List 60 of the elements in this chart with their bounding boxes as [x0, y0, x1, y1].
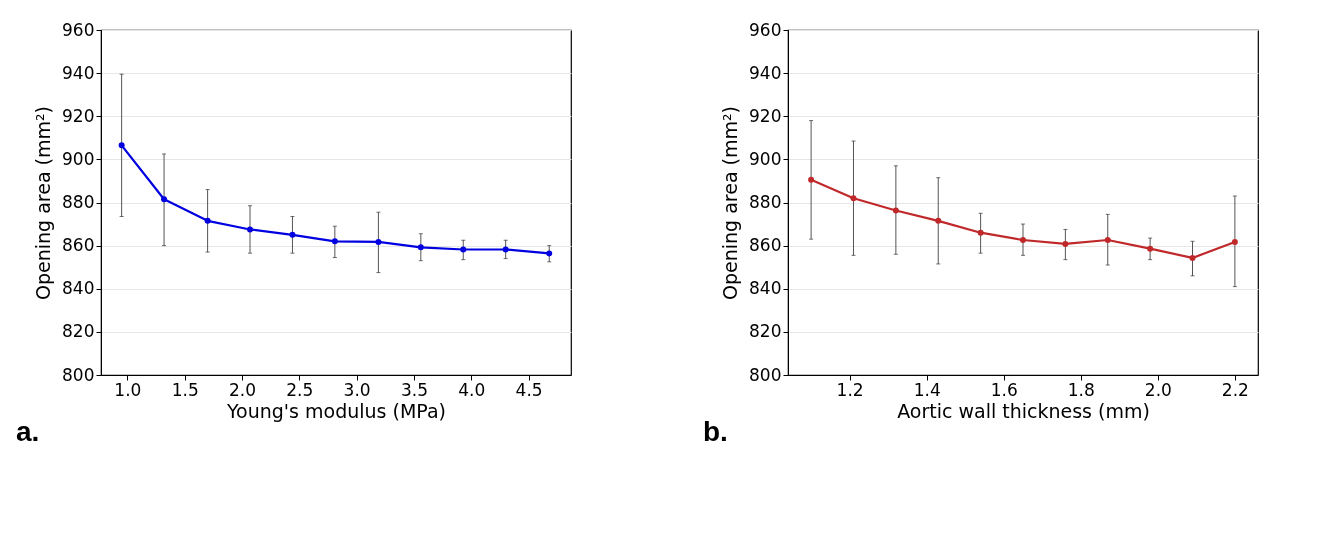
x-axis-title: Young's modulus (MPa) [226, 399, 446, 422]
point [892, 207, 899, 214]
x-tick-label: 2.2 [1221, 379, 1249, 400]
point [118, 142, 125, 149]
x-tick-label: 2.5 [286, 379, 314, 400]
point [161, 196, 168, 203]
x-tick-label: 1.4 [913, 379, 941, 400]
text: a. [16, 416, 40, 447]
point [1189, 254, 1196, 261]
y-tick-label: 820 [749, 321, 782, 342]
y-tick-label: 880 [62, 192, 95, 212]
x-tick-label: 4.0 [458, 379, 486, 400]
point [502, 246, 509, 253]
y-tick-label: 920 [62, 105, 95, 126]
x-axis-title: Aortic wall thickness (mm) [897, 399, 1150, 422]
x-tick-label: 2.0 [228, 379, 257, 400]
x-tick-label: 3.0 [343, 379, 371, 400]
x-tick-label: 1.5 [171, 379, 199, 400]
x-tick-label: 1.8 [1067, 379, 1095, 400]
point [247, 226, 254, 233]
point [1147, 245, 1154, 252]
y-tick-label: 860 [62, 235, 95, 256]
y-tick-label: 820 [62, 321, 95, 342]
y-tick-label: 880 [749, 192, 782, 212]
point [460, 246, 467, 253]
x-tick-label: 1.0 [114, 379, 142, 400]
y-tick-label: 840 [749, 278, 782, 299]
point [417, 244, 424, 251]
x-tick-label: 4.5 [515, 379, 543, 400]
point [375, 238, 382, 245]
point [1231, 238, 1238, 245]
point [850, 195, 857, 202]
point [289, 231, 296, 238]
y-tick-label: 800 [62, 364, 95, 385]
y-axis-title: Opening area (mm²) [719, 105, 742, 301]
y-tick-label: 900 [749, 148, 782, 169]
x-tick-label: 2.0 [1144, 379, 1172, 400]
y-tick-label: 800 [749, 364, 782, 385]
y-tick-label: 860 [749, 235, 782, 256]
y-tick-label: 900 [62, 148, 95, 169]
y-tick-label: 840 [62, 278, 95, 299]
y-axis-title: Opening area (mm²) [32, 105, 55, 301]
point [204, 217, 211, 224]
point [331, 238, 338, 245]
y-tick-label: 920 [749, 105, 782, 126]
x-tick-label: 3.5 [400, 379, 428, 400]
y-tick-label: 960 [62, 19, 95, 40]
point [1062, 240, 1069, 247]
y-tick-label: 940 [749, 62, 782, 83]
point [1020, 237, 1026, 244]
point [808, 176, 815, 183]
y-tick-label: 940 [62, 62, 95, 83]
x-tick-label: 1.2 [836, 379, 864, 400]
text: b. [703, 416, 728, 447]
y-tick-label: 960 [749, 19, 782, 40]
point [977, 229, 984, 236]
x-tick-label: 1.6 [990, 379, 1018, 400]
point [546, 250, 553, 257]
point [1104, 237, 1111, 244]
point [935, 217, 942, 224]
